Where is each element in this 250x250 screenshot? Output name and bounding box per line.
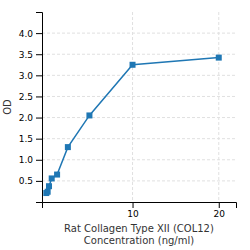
x-axis-title-line: Rat Collagen Type XII (COL12) <box>64 223 214 234</box>
y-tick-label: 1.5 <box>19 134 33 144</box>
y-tick-mark <box>36 118 42 119</box>
y-axis-title: OD <box>2 99 13 115</box>
chart: 10 20 0.5 1.0 1.5 2.0 2.5 3.0 3.5 4.0 Rat Collagen… <box>0 0 250 250</box>
marker <box>54 172 60 178</box>
y-axis: 0.5 1.0 1.5 2.0 2.5 3.0 3.5 4.0 <box>19 13 43 203</box>
x-tick-mark <box>219 202 220 208</box>
y-tick: 2.0 <box>19 113 42 123</box>
x-axis-line <box>43 203 237 209</box>
marker <box>45 189 51 195</box>
y-axis-line <box>36 13 43 203</box>
x-tick-mark <box>133 202 134 208</box>
marker <box>130 62 136 68</box>
grid-line-y <box>42 117 236 118</box>
line <box>46 58 218 193</box>
y-tick: 0.5 <box>19 176 42 186</box>
y-tick-mark <box>36 181 42 182</box>
y-tick-mark <box>36 75 42 76</box>
x-axis: 10 20 <box>43 202 237 219</box>
y-tick-mark <box>36 33 42 34</box>
x-tick: 10 <box>127 202 139 219</box>
y-tick-label: 3.0 <box>19 71 34 81</box>
y-tick-mark <box>36 54 42 55</box>
x-tick-label: 10 <box>127 209 139 219</box>
y-tick-mark <box>36 160 42 161</box>
grid-line-y <box>42 159 236 160</box>
y-tick-label: 0.5 <box>19 176 33 186</box>
x-axis-title: Rat Collagen Type XII (COL12)Concentrati… <box>64 223 214 246</box>
y-tick: 3.0 <box>19 71 42 81</box>
grid-line-y <box>42 138 236 139</box>
marker <box>216 55 222 61</box>
x-tick-label: 20 <box>214 209 226 219</box>
marker <box>49 175 55 181</box>
marker <box>86 112 92 118</box>
grid-line-y <box>42 33 236 34</box>
y-tick-label: 2.5 <box>19 92 33 102</box>
grid-line-x <box>132 12 133 202</box>
y-tick-label: 4.0 <box>19 28 34 38</box>
x-tick: 20 <box>214 202 226 219</box>
grid-line-y <box>42 54 236 55</box>
y-tick-label: 1.0 <box>19 155 34 165</box>
plot-area: 10 20 0.5 1.0 1.5 2.0 2.5 3.0 3.5 4.0 <box>19 12 237 219</box>
grid-line-x <box>218 12 219 202</box>
y-tick-mark <box>36 139 42 140</box>
y-tick-label: 3.5 <box>19 50 33 60</box>
y-tick: 2.5 <box>19 92 42 102</box>
grid-line-y <box>42 180 236 181</box>
grid-line-y <box>42 75 236 76</box>
marker <box>46 183 52 189</box>
y-tick: 1.5 <box>19 134 42 144</box>
x-axis-title-line: Concentration (ng/ml) <box>84 235 194 246</box>
y-tick-label: 2.0 <box>19 113 34 123</box>
grid <box>42 12 236 202</box>
marker <box>65 144 71 150</box>
y-tick: 1.0 <box>19 155 42 165</box>
grid-line-y <box>42 96 236 97</box>
y-tick: 4.0 <box>19 28 42 38</box>
y-tick-mark <box>36 96 42 97</box>
y-tick: 3.5 <box>19 50 42 60</box>
series <box>43 55 221 196</box>
